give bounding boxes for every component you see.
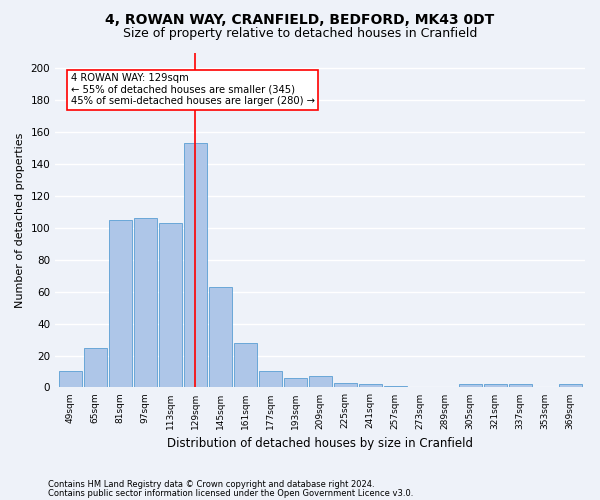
Bar: [59, 372, 82, 388]
Bar: [134, 218, 157, 388]
Text: 4, ROWAN WAY, CRANFIELD, BEDFORD, MK43 0DT: 4, ROWAN WAY, CRANFIELD, BEDFORD, MK43 0…: [106, 12, 494, 26]
X-axis label: Distribution of detached houses by size in Cranfield: Distribution of detached houses by size …: [167, 437, 473, 450]
Bar: [158, 223, 182, 388]
Bar: [109, 220, 131, 388]
Bar: [284, 378, 307, 388]
Text: Contains public sector information licensed under the Open Government Licence v3: Contains public sector information licen…: [48, 490, 413, 498]
Bar: [334, 382, 356, 388]
Bar: [184, 144, 206, 388]
Bar: [359, 384, 382, 388]
Bar: [509, 384, 532, 388]
Bar: [559, 384, 581, 388]
Bar: [83, 348, 107, 388]
Y-axis label: Number of detached properties: Number of detached properties: [15, 132, 25, 308]
Bar: [209, 287, 232, 388]
Bar: [308, 376, 332, 388]
Bar: [458, 384, 482, 388]
Bar: [233, 343, 257, 388]
Text: Contains HM Land Registry data © Crown copyright and database right 2024.: Contains HM Land Registry data © Crown c…: [48, 480, 374, 489]
Bar: [383, 386, 407, 388]
Text: 4 ROWAN WAY: 129sqm
← 55% of detached houses are smaller (345)
45% of semi-detac: 4 ROWAN WAY: 129sqm ← 55% of detached ho…: [71, 73, 314, 106]
Text: Size of property relative to detached houses in Cranfield: Size of property relative to detached ho…: [123, 28, 477, 40]
Bar: [259, 372, 281, 388]
Bar: [484, 384, 506, 388]
